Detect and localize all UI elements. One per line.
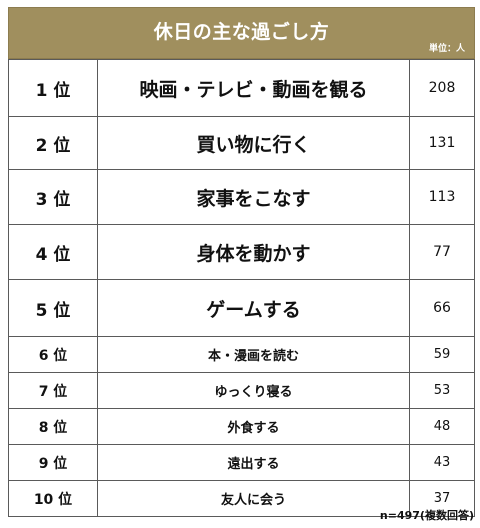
table-header: 休日の主な過ごし方 単位：人: [8, 7, 475, 59]
chart-title: 休日の主な過ごし方: [153, 21, 330, 43]
activity-label: 外食する: [97, 408, 410, 445]
table-row: 5 位ゲームする 66: [8, 279, 475, 337]
activity-label: 友人に会う: [97, 480, 410, 517]
count-value: 77: [409, 224, 475, 280]
table-row: 9 位遠出する 43: [8, 444, 475, 481]
count-value: 66: [409, 279, 475, 337]
rank-cell: 3 位: [8, 169, 98, 225]
activity-label: 家事をこなす: [97, 169, 410, 225]
activity-label: ゆっくり寝る: [97, 372, 410, 409]
count-value: 37: [409, 480, 475, 517]
activity-label: 本・漫画を読む: [97, 336, 410, 373]
sample-note: n=497(複数回答): [379, 509, 474, 522]
rank-cell: 6 位: [8, 336, 98, 373]
activity-label: 身体を動かす: [97, 224, 410, 280]
count-value: 113: [409, 169, 475, 225]
rank-cell: 8 位: [8, 408, 98, 445]
rank-cell: 10 位: [8, 480, 98, 517]
rank-cell: 4 位: [8, 224, 98, 280]
table-row: 3 位家事をこなす 113: [8, 169, 475, 225]
rank-cell: 9 位: [8, 444, 98, 481]
count-value: 208: [409, 59, 475, 117]
table-row: 1 位映画・テレビ・動画を観る 208: [8, 59, 475, 117]
count-value: 131: [409, 116, 475, 170]
ranking-table-container: 休日の主な過ごし方 単位：人 1 位映画・テレビ・動画を観る 208 2 位買い物に…: [8, 7, 475, 517]
count-value: 48: [409, 408, 475, 445]
ranking-table: 1 位映画・テレビ・動画を観る 208 2 位買い物に行く 131 3 位家事をこなす 1…: [8, 59, 475, 517]
table-row: 8 位外食する 48: [8, 408, 475, 445]
table-row: 7 位ゆっくり寝る 53: [8, 372, 475, 409]
count-value: 43: [409, 444, 475, 481]
table-row: 2 位買い物に行く 131: [8, 116, 475, 170]
table-row: 4 位身体を動かす 77: [8, 224, 475, 280]
unit-label: 単位：人: [428, 44, 465, 54]
rank-cell: 7 位: [8, 372, 98, 409]
rank-cell: 5 位: [8, 279, 98, 337]
activity-label: 買い物に行く: [97, 116, 410, 170]
activity-label: 映画・テレビ・動画を観る: [97, 59, 410, 117]
activity-label: ゲームする: [97, 279, 410, 337]
activity-label: 遠出する: [97, 444, 410, 481]
rank-cell: 1 位: [8, 59, 98, 117]
count-value: 59: [409, 336, 475, 373]
count-value: 53: [409, 372, 475, 409]
table-row: 10 位友人に会う 37: [8, 480, 475, 517]
rank-cell: 2 位: [8, 116, 98, 170]
table-row: 6 位本・漫画を読む 59: [8, 336, 475, 373]
